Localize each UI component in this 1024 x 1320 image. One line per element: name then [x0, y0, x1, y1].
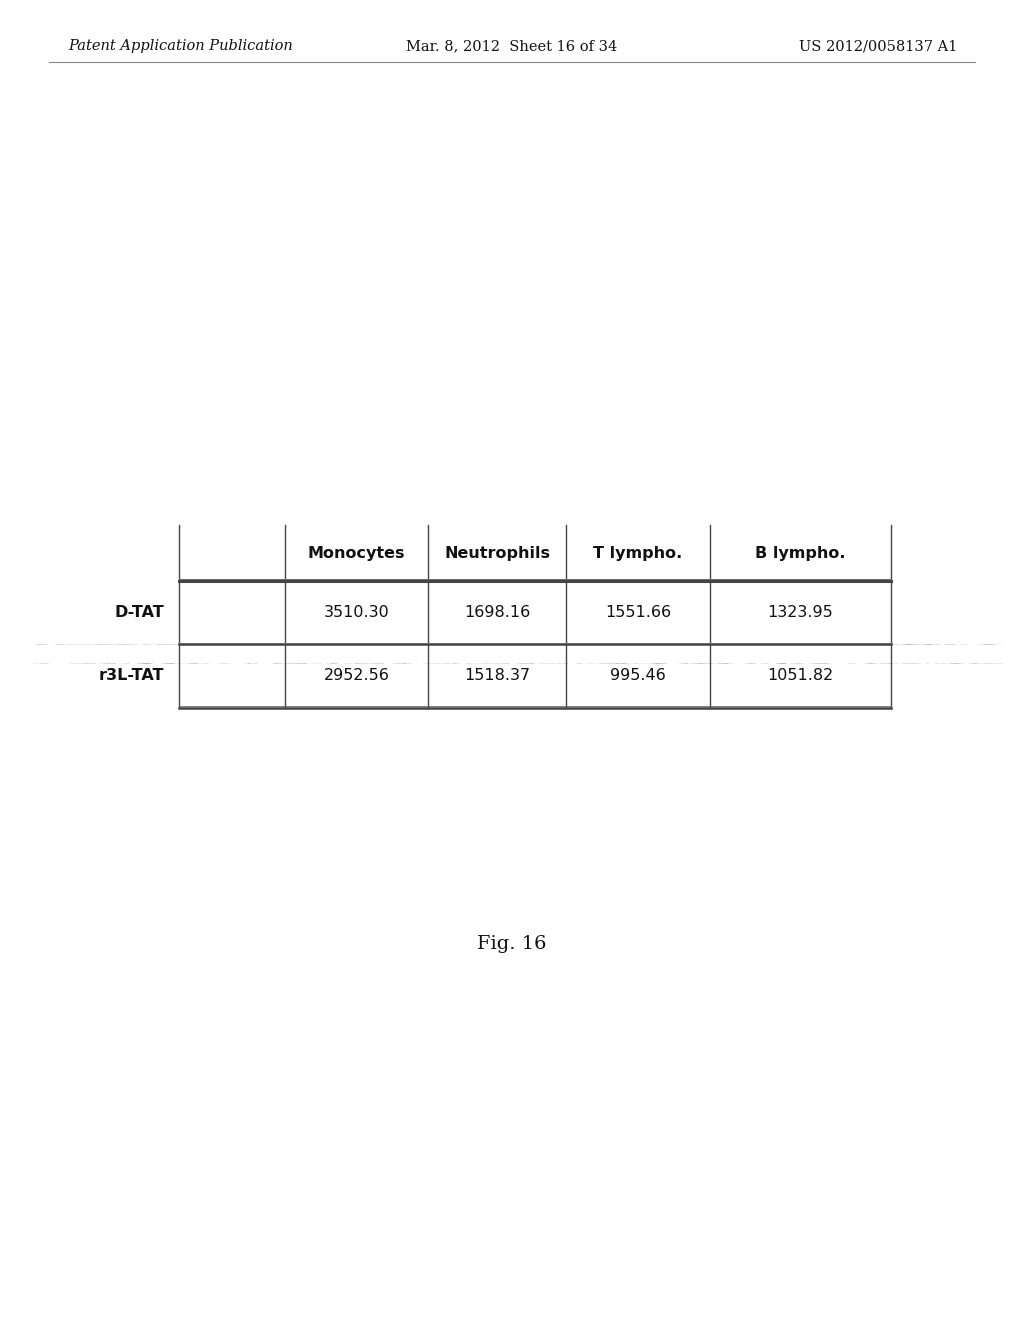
- Text: 1323.95: 1323.95: [767, 605, 834, 620]
- Text: 1051.82: 1051.82: [767, 668, 834, 684]
- Text: B lympho.: B lympho.: [755, 545, 846, 561]
- Text: Patent Application Publication: Patent Application Publication: [69, 40, 293, 53]
- Text: 1551.66: 1551.66: [605, 605, 671, 620]
- Text: Fig. 16: Fig. 16: [477, 935, 547, 953]
- Text: r3L-TAT: r3L-TAT: [98, 668, 164, 684]
- Text: 1698.16: 1698.16: [464, 605, 530, 620]
- Text: 995.46: 995.46: [610, 668, 666, 684]
- Text: Mar. 8, 2012  Sheet 16 of 34: Mar. 8, 2012 Sheet 16 of 34: [407, 40, 617, 53]
- Text: Monocytes: Monocytes: [307, 545, 406, 561]
- Text: 2952.56: 2952.56: [324, 668, 389, 684]
- Text: 1518.37: 1518.37: [464, 668, 530, 684]
- Text: D-TAT: D-TAT: [114, 605, 164, 620]
- Text: Neutrophils: Neutrophils: [444, 545, 550, 561]
- Text: 3510.30: 3510.30: [324, 605, 389, 620]
- Text: US 2012/0058137 A1: US 2012/0058137 A1: [799, 40, 957, 53]
- Text: T lympho.: T lympho.: [593, 545, 683, 561]
